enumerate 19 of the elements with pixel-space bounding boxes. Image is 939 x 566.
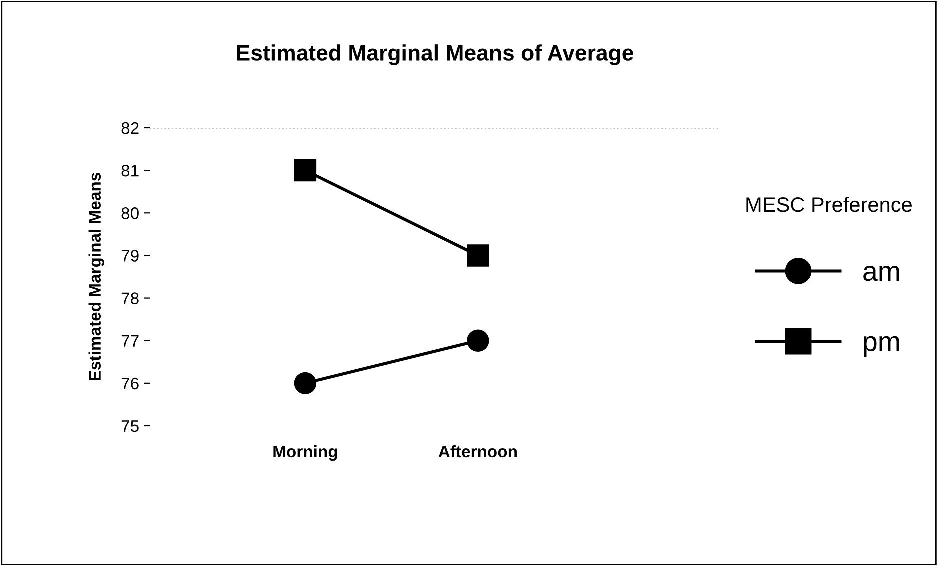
chart-title: Estimated Marginal Means of Average: [237, 44, 634, 66]
y-tick-label: 81: [122, 164, 139, 177]
x-tick-label: Afternoon: [438, 445, 517, 458]
legend-label: pm: [864, 336, 900, 358]
y-tick-label: 82: [122, 122, 139, 134]
y-tick-label: 78: [122, 292, 139, 304]
y-tick-label: 79: [122, 250, 139, 262]
legend-label: am: [864, 266, 900, 282]
point: [467, 244, 490, 267]
point: [294, 372, 317, 395]
y-tick-label: 80: [122, 208, 139, 220]
y-tick-label: 77: [122, 335, 139, 347]
point: [467, 330, 490, 352]
y-tick-label: 75: [122, 420, 139, 432]
y-tick-label: 76: [122, 378, 139, 390]
point: [294, 159, 317, 182]
y-axis-title: Estimated Marginal Means: [88, 173, 104, 381]
x-tick-label: Morning: [274, 445, 338, 462]
legend-title: MESC Preference: [746, 196, 912, 212]
